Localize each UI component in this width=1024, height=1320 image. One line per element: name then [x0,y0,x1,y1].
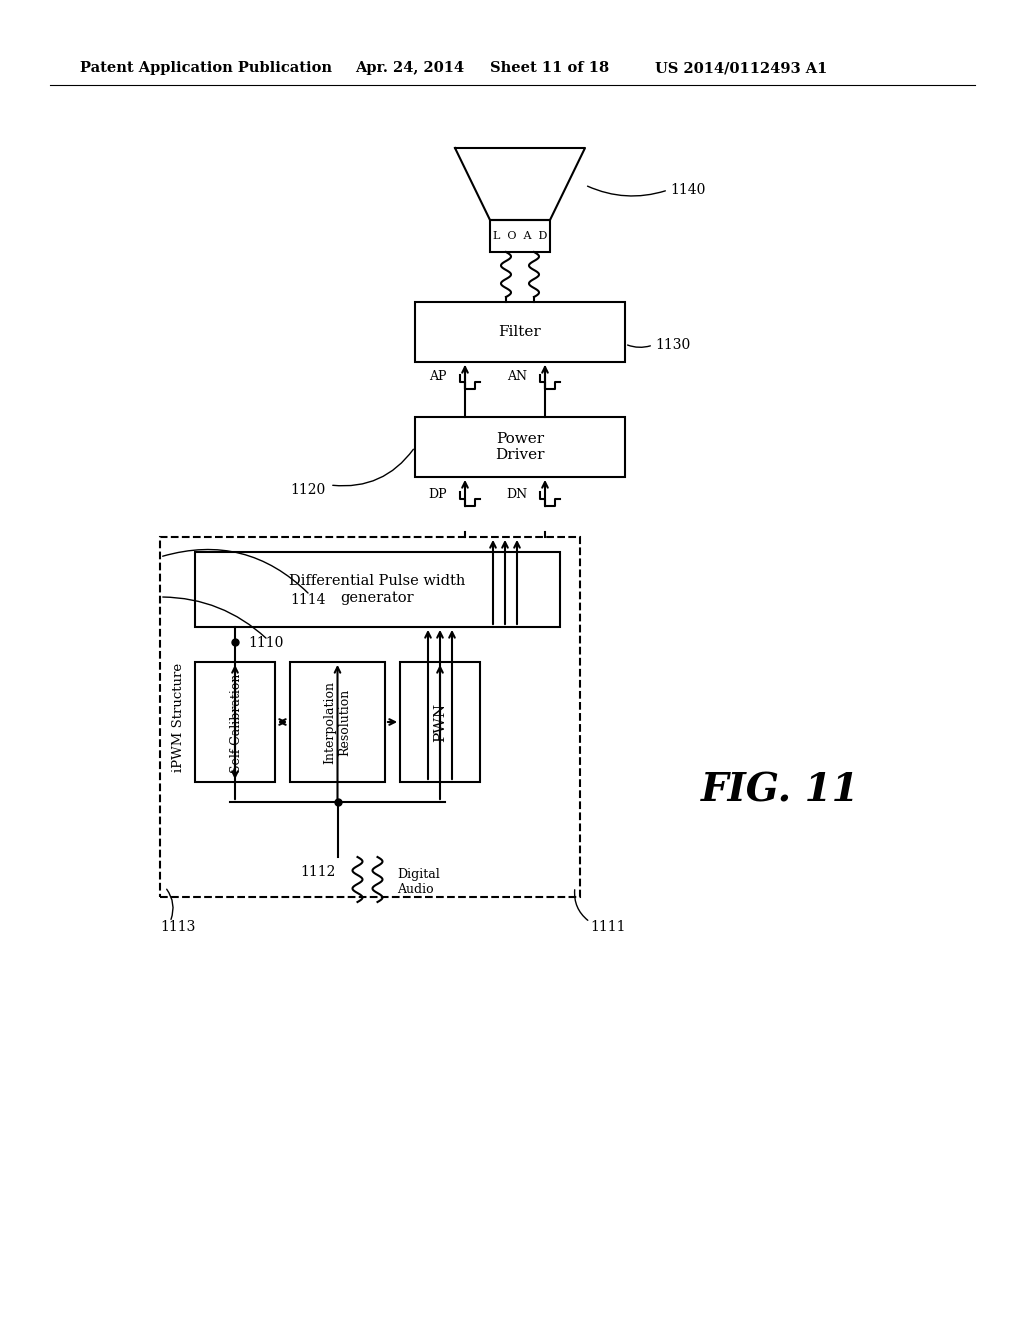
Text: 1113: 1113 [160,920,196,935]
Bar [400,663,480,781]
Bar [195,663,275,781]
Text: 1130: 1130 [655,338,690,352]
Text: Power
Driver: Power Driver [496,432,545,462]
Text: Self-Calibration: Self-Calibration [228,672,242,772]
Polygon shape [455,148,585,220]
Text: Apr. 24, 2014: Apr. 24, 2014 [355,61,464,75]
Bar [195,552,560,627]
Text: L  O  A  D: L O A D [493,231,547,242]
Text: Sheet 11 of 18: Sheet 11 of 18 [490,61,609,75]
Text: Patent Application Publication: Patent Application Publication [80,61,332,75]
Text: 1112: 1112 [300,865,335,879]
Text: US 2014/0112493 A1: US 2014/0112493 A1 [655,61,827,75]
Text: 1140: 1140 [670,183,706,197]
Text: FIG. 11: FIG. 11 [700,771,859,809]
Text: Digital
Audio: Digital Audio [397,869,440,896]
Bar [415,417,625,477]
Text: PWN: PWN [433,702,447,742]
Bar [415,302,625,362]
Bar [490,220,550,252]
Text: Differential Pulse width
generator: Differential Pulse width generator [290,574,466,605]
Bar [290,663,385,781]
Text: 1111: 1111 [590,920,626,935]
Text: AN: AN [507,371,527,384]
Text: 1120: 1120 [290,483,326,498]
Text: 1110: 1110 [248,636,284,649]
Bar [160,537,580,898]
Text: Interpolation
Resolution: Interpolation Resolution [324,681,351,763]
Text: AP: AP [429,371,447,384]
Text: DN: DN [506,487,527,500]
Text: DP: DP [428,487,447,500]
Text: Filter: Filter [499,325,542,339]
Text: 1114: 1114 [290,593,326,607]
Text: iPWM Structure: iPWM Structure [171,663,184,772]
